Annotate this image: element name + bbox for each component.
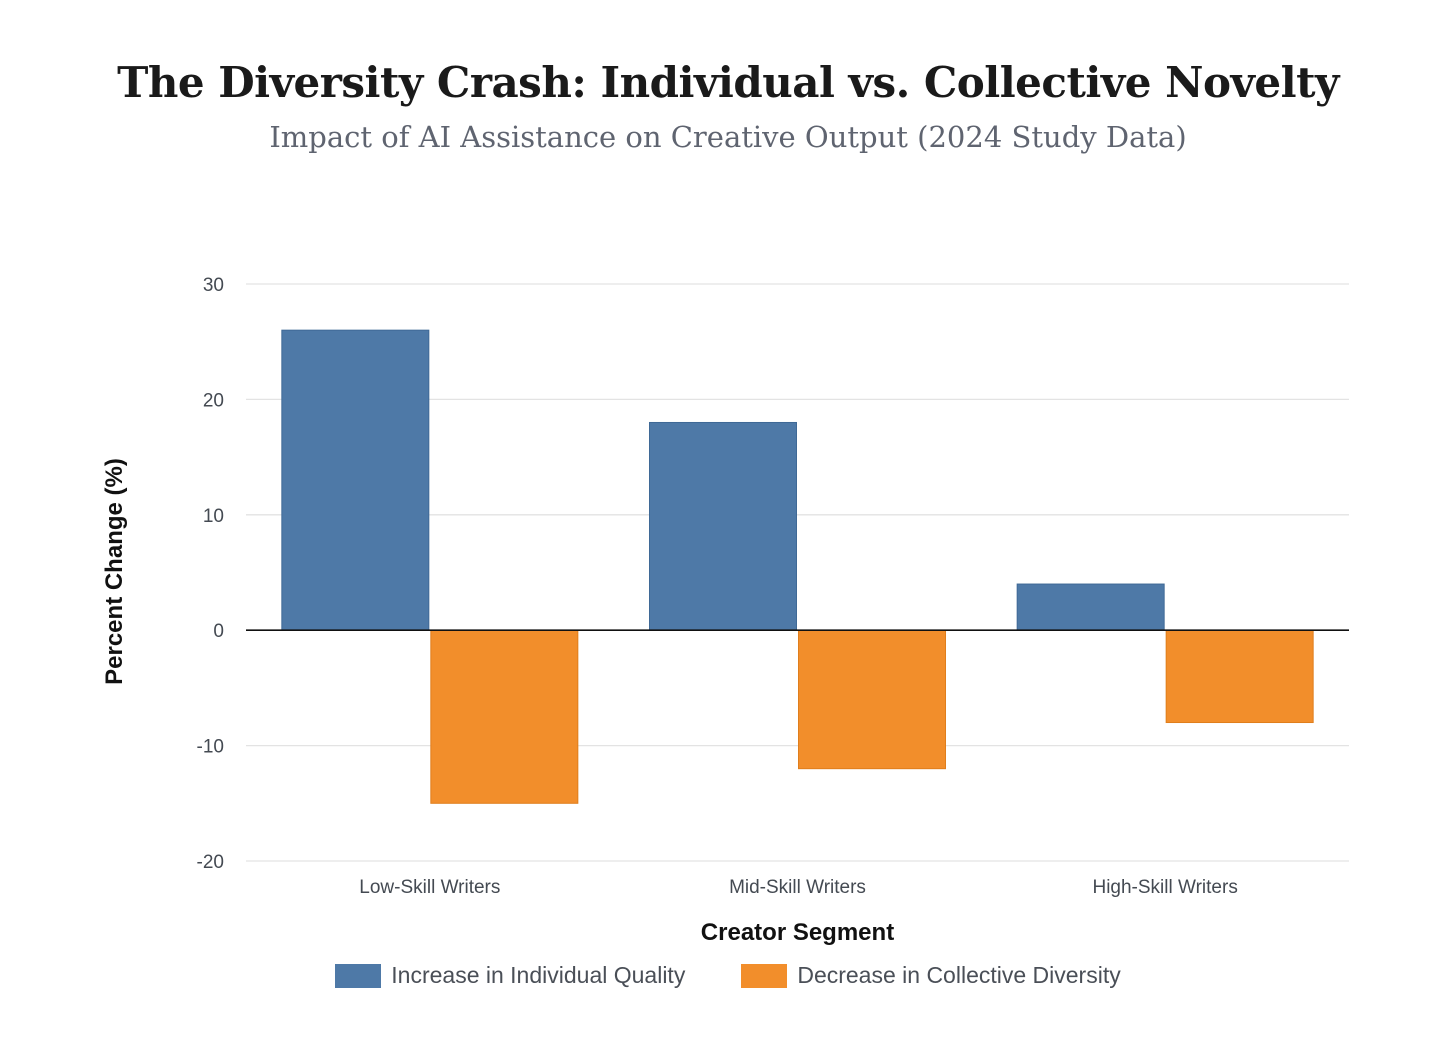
bar-decrease-1 — [430, 629, 579, 804]
y-tick-label: -20 — [197, 852, 224, 873]
bar-decrease-2 — [798, 629, 946, 770]
y-tick-label: 30 — [203, 275, 224, 296]
x-tick-label: Mid-Skill Writers — [729, 877, 866, 898]
x-tick-label: Low-Skill Writers — [359, 877, 500, 898]
chart-title: The Diversity Crash: Individual vs. Coll… — [117, 58, 1339, 107]
legend-item-series-2: Decrease in Collective Diversity — [741, 962, 1121, 989]
bar-increase-2 — [649, 421, 797, 631]
bar-decrease-3 — [1165, 629, 1314, 724]
legend: Increase in Individual Quality Decrease … — [0, 962, 1456, 989]
legend-label-series-1: Increase in Individual Quality — [391, 962, 686, 988]
x-tick-label: High-Skill Writers — [1092, 877, 1237, 898]
chart-subtitle: Impact of AI Assistance on Creative Outp… — [269, 120, 1187, 154]
legend-swatch-series-2 — [741, 963, 788, 988]
x-axis-title: Creator Segment — [701, 919, 894, 946]
y-tick-label: 0 — [213, 621, 224, 642]
y-tick-label: -10 — [197, 737, 224, 758]
y-axis-title: Percent Change (%) — [101, 458, 128, 685]
legend-label-series-2: Decrease in Collective Diversity — [797, 962, 1121, 988]
bar-increase-1 — [281, 329, 430, 631]
y-tick-label: 20 — [203, 390, 224, 411]
legend-item-series-1: Increase in Individual Quality — [335, 962, 685, 989]
bar-increase-3 — [1016, 583, 1165, 631]
legend-swatch-series-1 — [335, 963, 382, 988]
y-tick-label: 10 — [203, 506, 224, 527]
